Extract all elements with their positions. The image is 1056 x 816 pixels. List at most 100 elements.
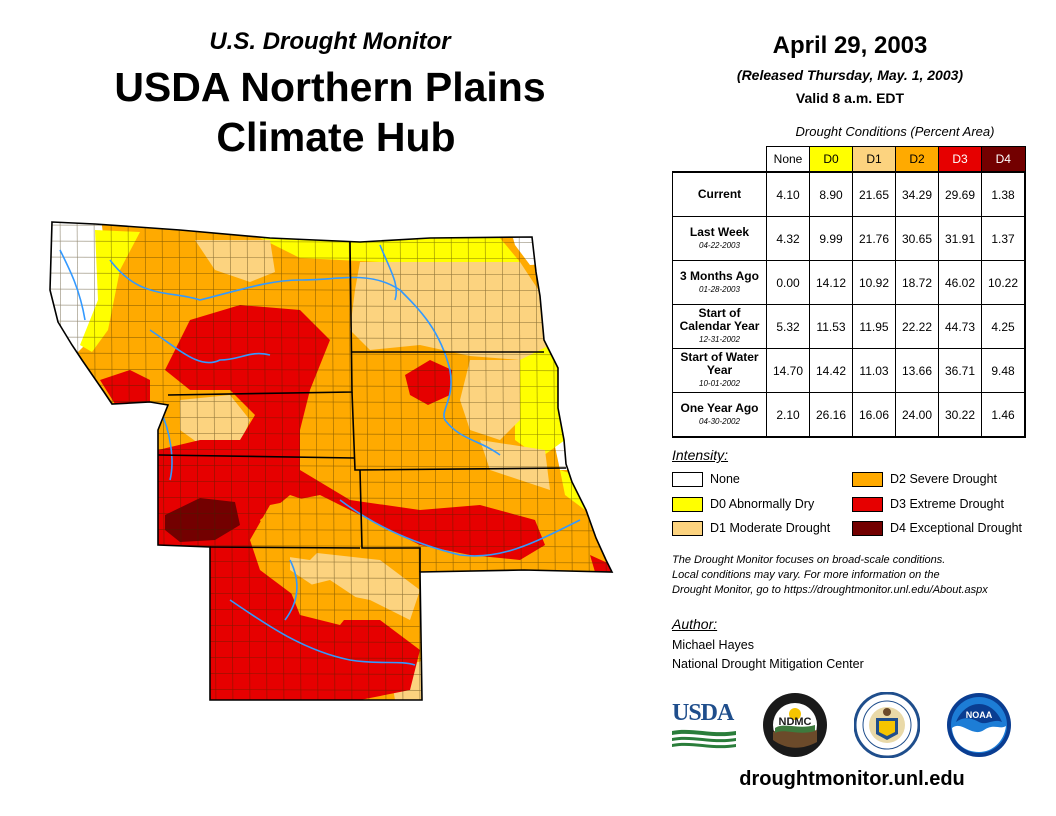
map-title-line1: USDA Northern Plains: [114, 64, 546, 110]
county-line: [348, 222, 353, 700]
legend-item-d0: D0 Abnormally Dry: [672, 495, 814, 513]
drought-conditions-table: None D0 D1 D2 D3 D4 Current 4.10 8.90 21…: [672, 146, 1026, 438]
table-cell: 11.03: [852, 348, 896, 393]
table-cell: 30.65: [895, 216, 939, 261]
table-cell: 18.72: [895, 260, 939, 305]
table-cell: 26.16: [809, 392, 853, 438]
table-cell: 36.71: [938, 348, 982, 393]
table-row: Last Week 04-22-2003 4.32 9.99 21.76 30.6…: [672, 216, 1026, 261]
row-date: 04-30-2002: [699, 416, 740, 426]
county-line: [297, 222, 302, 700]
table-cell: 24.00: [895, 392, 939, 438]
table-cell: 30.22: [938, 392, 982, 438]
county-line: [399, 222, 404, 700]
legend-item-d2: D2 Severe Drought: [852, 470, 997, 488]
author-organization: National Drought Mitigation Center: [672, 657, 864, 671]
noaa-logo: NOAA: [947, 693, 1011, 757]
table-cell: 16.06: [852, 392, 896, 438]
county-line: [50, 272, 612, 276]
row-label-one-year-ago: One Year Ago: [680, 400, 759, 415]
note-line: Drought Monitor, go to https://droughtmo…: [672, 584, 988, 596]
table-row: 3 Months Ago 01-28-2003 0.00 14.12 10.92 …: [672, 260, 1026, 305]
county-line: [50, 368, 612, 372]
usda-hills-icon: [672, 729, 736, 749]
county-line: [569, 222, 574, 700]
legend-item-d3: D3 Extreme Drought: [852, 495, 1004, 513]
seal-logo: [854, 692, 920, 758]
table-cell: 5.32: [766, 304, 810, 349]
county-line: [263, 222, 268, 700]
county-line: [331, 222, 336, 700]
website-url[interactable]: droughtmonitor.unl.edu: [739, 768, 965, 790]
table-cell: 4.10: [766, 171, 810, 217]
county-line: [40, 705, 620, 707]
table-cell: 14.12: [809, 260, 853, 305]
disclaimer-note: The Drought Monitor focuses on broad-sca…: [672, 553, 1052, 598]
county-line: [50, 304, 612, 308]
table-cell: 2.10: [766, 392, 810, 438]
row-date: 10-01-2002: [699, 379, 740, 388]
legend-label: D4 Exceptional Drought: [890, 521, 1023, 535]
legend-swatch: [672, 471, 703, 487]
table-row: Current 4.10 8.90 21.65 34.29 29.69 1.38: [672, 171, 1026, 217]
column-header-d3: D3: [938, 146, 982, 173]
row-date: 04-22-2003: [699, 240, 740, 250]
table-cell: 8.90: [809, 171, 853, 217]
note-line: Local conditions may vary. For more info…: [672, 569, 940, 581]
county-line: [416, 222, 421, 700]
table-cell: 10.22: [981, 260, 1026, 305]
legend-swatch: [852, 520, 883, 536]
table-cell: 9.48: [981, 348, 1026, 393]
map-title-line2: Climate Hub: [216, 114, 456, 160]
county-line: [365, 222, 370, 700]
table-cell: 21.65: [852, 171, 896, 217]
table-cell: 0.00: [766, 260, 810, 305]
table-cell: 1.37: [981, 216, 1026, 261]
county-line: [50, 288, 612, 292]
usda-logo: USDA: [672, 700, 736, 749]
table-row: Start of Calendar Year 12-31-2002 5.32 11…: [672, 304, 1026, 349]
row-label-start-calendar-year: Start of Calendar Year: [679, 306, 760, 333]
county-line: [586, 222, 591, 700]
legend-label: None: [710, 472, 740, 486]
legend-label: D2 Severe Drought: [890, 472, 998, 486]
table-cell: 9.99: [809, 216, 853, 261]
legend-item-none: None: [672, 470, 740, 488]
table-caption: Drought Conditions (Percent Area): [795, 124, 995, 139]
author-label: Author:: [672, 616, 718, 632]
table-cell: 14.70: [766, 348, 810, 393]
county-line: [50, 320, 612, 324]
table-cell: 31.91: [938, 216, 982, 261]
county-line: [212, 222, 217, 700]
legend-swatch: [852, 496, 883, 512]
row-label-current: Current: [697, 187, 742, 201]
table-cell: 1.38: [981, 171, 1026, 217]
county-line: [50, 256, 612, 260]
table-cell: 29.69: [938, 171, 982, 217]
county-line: [50, 384, 612, 388]
author-name: Michael Hayes: [672, 638, 754, 652]
legend-swatch: [852, 471, 883, 487]
table-cell: 4.25: [981, 304, 1026, 349]
row-label-3-months-ago: 3 Months Ago: [680, 268, 759, 283]
legend-label: D0 Abnormally Dry: [710, 497, 815, 511]
legend-swatch: [672, 496, 703, 512]
legend-item-d1: D1 Moderate Drought: [672, 519, 830, 537]
county-line: [246, 222, 251, 700]
legend-swatch: [672, 520, 703, 536]
row-date: 01-28-2003: [699, 284, 740, 294]
column-header-none: None: [766, 146, 810, 173]
column-header-d1: D1: [852, 146, 896, 173]
county-line: [382, 222, 387, 700]
legend-label: D3 Extreme Drought: [890, 497, 1004, 511]
legend-item-d4: D4 Exceptional Drought: [852, 519, 1022, 537]
table-cell: 1.46: [981, 392, 1026, 438]
valid-time: Valid 8 a.m. EDT: [795, 90, 905, 106]
county-line: [50, 400, 612, 404]
row-label-last-week: Last Week: [689, 224, 750, 239]
drought-map: [40, 221, 620, 707]
row-date: 12-31-2002: [699, 335, 740, 344]
map-subtitle: U.S. Drought Monitor: [209, 28, 451, 55]
column-header-d4: D4: [981, 146, 1026, 173]
table-cell: 11.95: [852, 304, 896, 349]
